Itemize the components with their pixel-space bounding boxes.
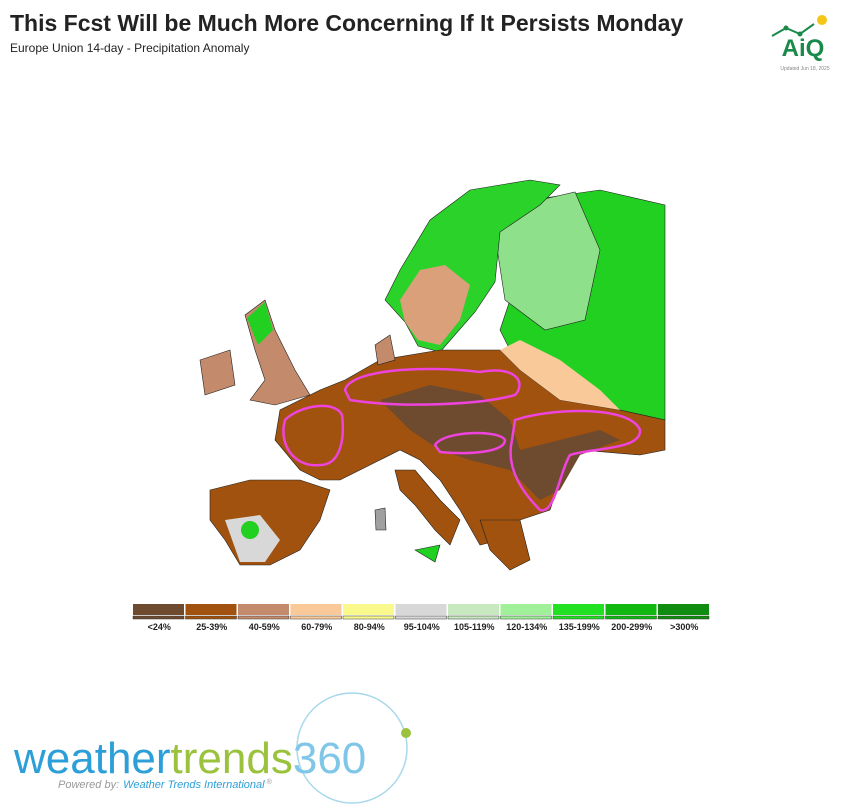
outline-france xyxy=(282,404,344,467)
legend-swatch-edge xyxy=(657,615,710,620)
dry-core xyxy=(380,385,620,500)
legend-swatch xyxy=(290,604,342,615)
ireland xyxy=(199,349,236,396)
brand-c: 360 xyxy=(293,734,366,783)
legend-swatch xyxy=(658,604,709,615)
scotland-wet xyxy=(247,302,273,345)
powered-a: Powered by: xyxy=(58,779,119,791)
legend-swatch xyxy=(553,604,604,615)
powered: Powered by: Weather Trends International ® xyxy=(58,778,273,791)
legend-swatch-edge xyxy=(237,615,290,620)
legend-label: 200-299% xyxy=(611,622,652,632)
legend-label: 120-134% xyxy=(506,622,547,632)
legend-swatch xyxy=(605,604,657,615)
brand: weathertrends360 xyxy=(13,734,366,783)
map xyxy=(199,179,666,571)
greece xyxy=(479,519,531,571)
legend: <24% 25-39% 40-59% 60-79% 80-94% 95-104% 105-1… xyxy=(132,604,710,632)
powered-b: Weather Trends International xyxy=(123,779,265,791)
legend-swatch-edge xyxy=(447,615,500,620)
legend-label: 95-104% xyxy=(404,622,440,632)
legend-label: >300% xyxy=(670,622,698,632)
legend-swatch-edge xyxy=(552,615,605,620)
legend-swatch-edge xyxy=(185,615,237,620)
legend-swatch-edge xyxy=(395,615,447,620)
subtitle: Europe Union 14-day - Precipitation Anom… xyxy=(10,41,249,55)
legend-label: 25-39% xyxy=(196,622,227,632)
legend-swatch-edge xyxy=(132,615,185,620)
legend-label: 80-94% xyxy=(354,622,385,632)
legend-swatch-edge xyxy=(605,615,657,620)
legend-swatch xyxy=(238,604,289,615)
east-tan xyxy=(500,340,620,410)
denmark xyxy=(374,334,396,366)
legend-label: 105-119% xyxy=(454,622,495,632)
updated-date: Updated Jun 18, 2025 xyxy=(780,66,829,72)
powered-c: ® xyxy=(267,778,273,786)
scandinavia-dry xyxy=(400,265,470,345)
legend-swatch xyxy=(133,604,184,615)
legend-swatch xyxy=(343,604,394,615)
legend-swatch xyxy=(395,604,447,615)
legend-label: 135-199% xyxy=(559,622,600,632)
green-patch xyxy=(241,521,259,539)
italy xyxy=(394,469,461,546)
sicily xyxy=(414,544,441,563)
legend-swatch-edge xyxy=(500,615,552,620)
legend-label: 40-59% xyxy=(249,622,280,632)
title: This Fcst Will be Much More Concerning I… xyxy=(10,10,683,36)
legend-label: 60-79% xyxy=(301,622,332,632)
logo-text: AiQ xyxy=(782,35,825,62)
legend-label: <24% xyxy=(148,622,171,632)
legend-swatch xyxy=(185,604,237,615)
legend-swatch-edge xyxy=(342,615,395,620)
outline-hungary xyxy=(433,431,507,455)
footer-logo: weathertrends360 Powered by: Weather Tren… xyxy=(13,692,411,804)
outline-north xyxy=(343,367,521,406)
legend-swatch xyxy=(448,604,499,615)
legend-swatch-edge xyxy=(290,615,342,620)
brand-b: trends xyxy=(171,734,293,783)
legend-swatch xyxy=(500,604,552,615)
aiq-logo: AiQ Updated Jun 18, 2025 xyxy=(771,15,830,72)
outline-romania xyxy=(509,409,642,512)
brand-a: weather xyxy=(13,734,171,783)
outlines xyxy=(282,367,642,512)
sardinia xyxy=(374,507,387,531)
